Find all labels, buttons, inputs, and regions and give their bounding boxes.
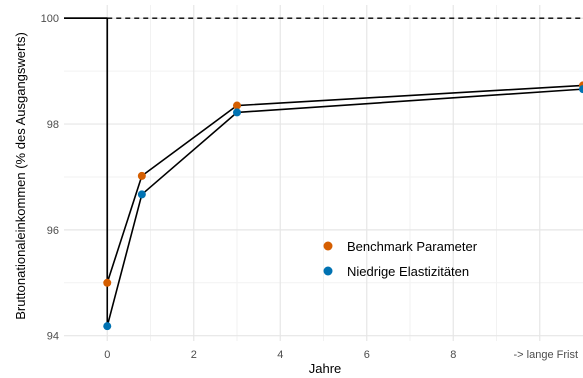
series-lines xyxy=(64,17,583,327)
data-point-series-2 xyxy=(137,190,146,199)
x-tick-label: 6 xyxy=(364,349,370,361)
y-tick-label: 96 xyxy=(47,225,59,237)
data-point-series-2 xyxy=(579,85,583,94)
x-tick-labels: 0 2 4 6 8 -> lange Frist xyxy=(104,349,578,361)
data-point-series-2 xyxy=(103,322,112,331)
x-tick-label: 0 xyxy=(104,349,110,361)
minor-gridlines xyxy=(64,5,583,341)
data-point-series-2 xyxy=(233,108,241,117)
legend-label-series-1: Benchmark Parameter xyxy=(347,239,478,254)
x-tick-label: 4 xyxy=(277,349,283,361)
legend-label-series-2: Niedrige Elastizitäten xyxy=(347,264,469,279)
x-axis-title: Jahre xyxy=(309,361,342,376)
y-tick-label: 94 xyxy=(47,331,59,343)
data-point-series-1 xyxy=(233,101,241,110)
data-point-series-1 xyxy=(103,278,112,287)
y-tick-labels: 94 96 98 100 xyxy=(41,13,59,342)
x-tick-label: 2 xyxy=(191,349,197,361)
data-point-series-1 xyxy=(137,171,146,180)
legend-key-series-2 xyxy=(323,266,333,276)
legend: Benchmark Parameter Niedrige Elastizitäte… xyxy=(323,239,478,279)
y-tick-label: 100 xyxy=(41,13,59,25)
y-axis-title: Bruttonationaleinkommen (% des Ausgangsw… xyxy=(13,32,28,320)
series-line-2 xyxy=(64,17,583,327)
x-tick-label: -> lange Frist xyxy=(514,349,579,361)
x-tick-label: 8 xyxy=(450,349,456,361)
legend-key-series-1 xyxy=(323,241,333,251)
series-points xyxy=(103,81,583,331)
y-tick-label: 98 xyxy=(47,119,59,131)
